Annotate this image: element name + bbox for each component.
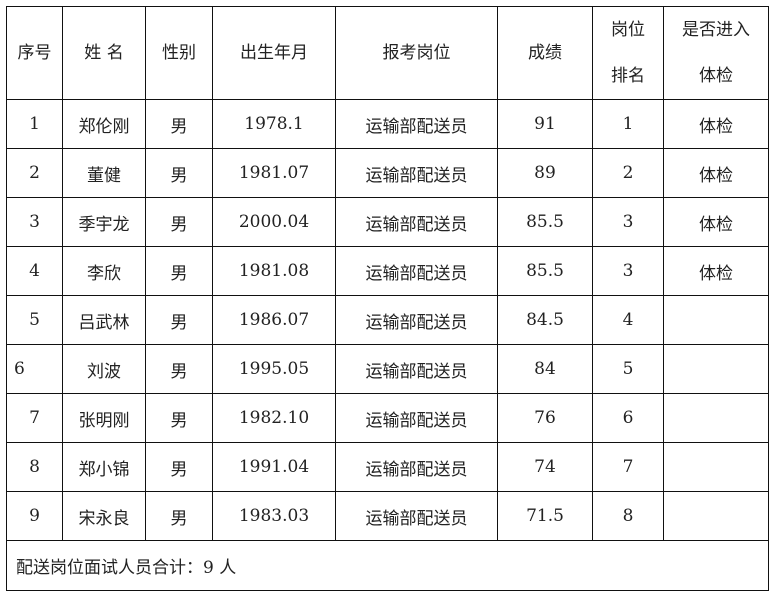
cell-birth: 1986.07 [212, 295, 336, 345]
cell-score: 91 [497, 99, 593, 149]
cell-rank: 3 [592, 197, 664, 247]
cell-position: 运输部配送员 [335, 246, 498, 296]
cell-score: 76 [497, 393, 593, 443]
cell-score: 89 [497, 148, 593, 198]
table-row: 6 刘波男 1995.05 运输部配送员 84 5 [6, 344, 769, 394]
cell-exam [663, 295, 769, 345]
cell-birth: 1981.08 [212, 246, 336, 296]
header-rank-line2: 排名 [611, 66, 645, 86]
cell-index: 3 [6, 197, 63, 247]
cell-index: 2 [6, 148, 63, 198]
cell-position: 运输部配送员 [335, 197, 498, 247]
cell-name: 郑伦刚 [62, 99, 146, 149]
cell-exam [663, 344, 769, 394]
cell-position: 运输部配送员 [335, 148, 498, 198]
cell-birth: 1982.10 [212, 393, 336, 443]
cell-score: 84 [497, 344, 593, 394]
header-index: 序号 [6, 6, 63, 100]
cell-birth: 1981.07 [212, 148, 336, 198]
cell-name: 刘波 [62, 344, 146, 394]
cell-position: 运输部配送员 [335, 99, 498, 149]
cell-position: 运输部配送员 [335, 393, 498, 443]
cell-birth: 1991.04 [212, 442, 336, 492]
table-row: 2 董健男 1981.07 运输部配送员 89 2 体检 [6, 148, 769, 198]
table-row: 5 吕武林男 1986.07 运输部配送员 84.5 4 [6, 295, 769, 345]
cell-score: 84.5 [497, 295, 593, 345]
cell-position: 运输部配送员 [335, 442, 498, 492]
cell-index: 9 [6, 491, 63, 541]
cell-index: 8 [6, 442, 63, 492]
table-row: 1 郑伦刚男 1978.1 运输部配送员 91 1 体检 [6, 99, 769, 149]
cell-exam: 体检 [663, 148, 769, 198]
cell-index: 6 [6, 344, 63, 394]
table-row: 9 宋永良男 1983.03 运输部配送员 71.5 8 [6, 491, 769, 541]
cell-rank: 8 [592, 491, 664, 541]
cell-rank: 7 [592, 442, 664, 492]
footer-row: 配送岗位面试人员合计：9 人 [6, 540, 769, 591]
cell-name: 宋永良 [62, 491, 146, 541]
table-row: 8 郑小锦男 1991.04 运输部配送员 74 7 [6, 442, 769, 492]
cell-gender: 男 [145, 393, 213, 443]
total-summary: 配送岗位面试人员合计：9 人 [6, 540, 769, 591]
header-row: 序号 姓 名 性别 出生年月 报考岗位 成绩 岗位排名 是否进入体检 [6, 6, 769, 100]
cell-exam: 体检 [663, 99, 769, 149]
cell-index: 4 [6, 246, 63, 296]
cell-rank: 3 [592, 246, 664, 296]
cell-rank: 6 [592, 393, 664, 443]
cell-score: 85.5 [497, 197, 593, 247]
header-score: 成绩 [497, 6, 593, 100]
table-row: 7 张明刚男 1982.10 运输部配送员 76 6 [6, 393, 769, 443]
cell-gender: 男 [145, 99, 213, 149]
header-gender: 性别 [145, 6, 213, 100]
cell-gender: 男 [145, 491, 213, 541]
table-row: 3 季宇龙男 2000.04 运输部配送员 85.5 3 体检 [6, 197, 769, 247]
header-rank-line1: 岗位 [611, 20, 645, 40]
cell-rank: 2 [592, 148, 664, 198]
cell-birth: 1995.05 [212, 344, 336, 394]
cell-exam [663, 442, 769, 492]
cell-exam: 体检 [663, 197, 769, 247]
cell-rank: 1 [592, 99, 664, 149]
cell-name: 张明刚 [62, 393, 146, 443]
cell-rank: 4 [592, 295, 664, 345]
cell-name: 李欣 [62, 246, 146, 296]
cell-gender: 男 [145, 295, 213, 345]
header-position: 报考岗位 [335, 6, 498, 100]
cell-index: 5 [6, 295, 63, 345]
cell-index: 7 [6, 393, 63, 443]
cell-birth: 2000.04 [212, 197, 336, 247]
cell-position: 运输部配送员 [335, 295, 498, 345]
header-name: 姓 名 [62, 6, 146, 100]
cell-name: 吕武林 [62, 295, 146, 345]
cell-index: 1 [6, 99, 63, 149]
cell-birth: 1978.1 [212, 99, 336, 149]
cell-name: 董健 [62, 148, 146, 198]
cell-gender: 男 [145, 442, 213, 492]
cell-exam [663, 393, 769, 443]
cell-gender: 男 [145, 148, 213, 198]
results-table: 序号 姓 名 性别 出生年月 报考岗位 成绩 岗位 排名 是否进入 体检 1 郑伦刚男… [6, 6, 769, 591]
cell-birth: 1983.03 [212, 491, 336, 541]
cell-name: 季宇龙 [62, 197, 146, 247]
header-exam-line1: 是否进入 [682, 20, 750, 40]
cell-score: 74 [497, 442, 593, 492]
header-birth: 出生年月 [212, 6, 336, 100]
cell-position: 运输部配送员 [335, 344, 498, 394]
header-exam: 是否进入 体检 [663, 6, 769, 100]
cell-score: 71.5 [497, 491, 593, 541]
cell-score: 85.5 [497, 246, 593, 296]
cell-gender: 男 [145, 197, 213, 247]
cell-exam: 体检 [663, 246, 769, 296]
cell-gender: 男 [145, 344, 213, 394]
cell-name: 郑小锦 [62, 442, 146, 492]
cell-position: 运输部配送员 [335, 491, 498, 541]
cell-rank: 5 [592, 344, 664, 394]
cell-exam [663, 491, 769, 541]
table-row: 4 李欣男 1981.08 运输部配送员 85.5 3 体检 [6, 246, 769, 296]
cell-gender: 男 [145, 246, 213, 296]
header-rank: 岗位 排名 [592, 6, 664, 100]
header-exam-line2: 体检 [699, 66, 733, 86]
